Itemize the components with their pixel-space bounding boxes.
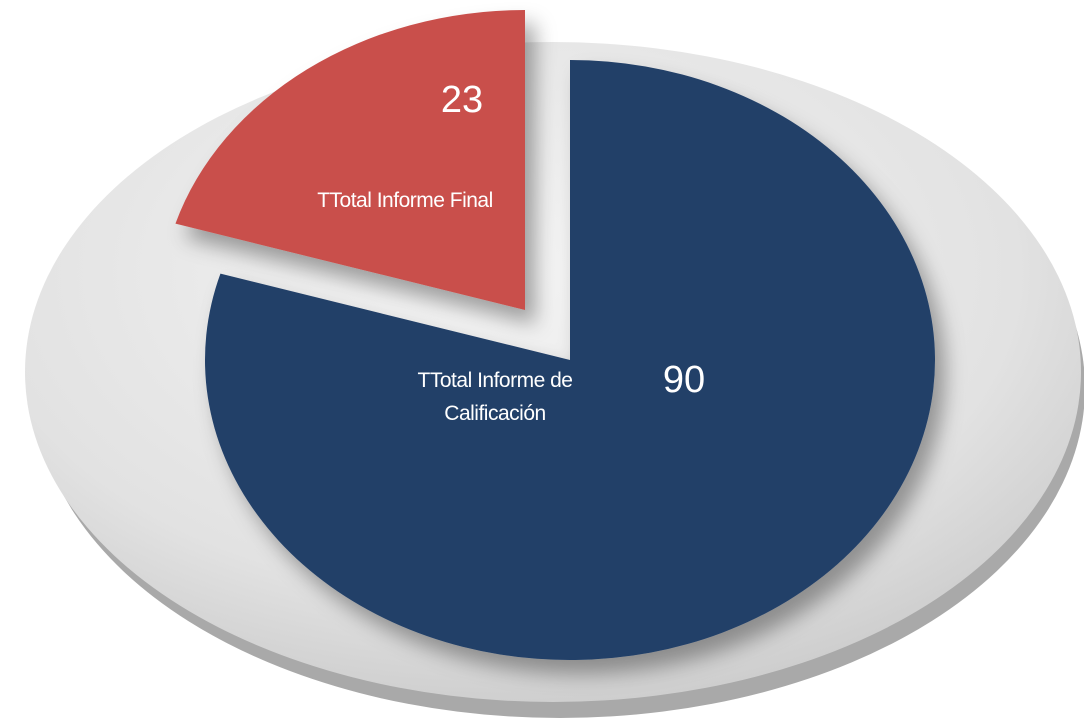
value-label: 90 — [663, 359, 705, 401]
pie-slice — [205, 60, 936, 660]
category-label-box: TTotal Informe de Calificación — [417, 369, 573, 425]
category-label: TTotal Informe de Calificación — [417, 369, 573, 425]
category-label-box: TTotal Informe Final — [317, 189, 493, 212]
value-label: 23 — [441, 79, 483, 121]
pie-slice — [175, 10, 525, 310]
category-label: TTotal Informe Final — [317, 189, 493, 212]
